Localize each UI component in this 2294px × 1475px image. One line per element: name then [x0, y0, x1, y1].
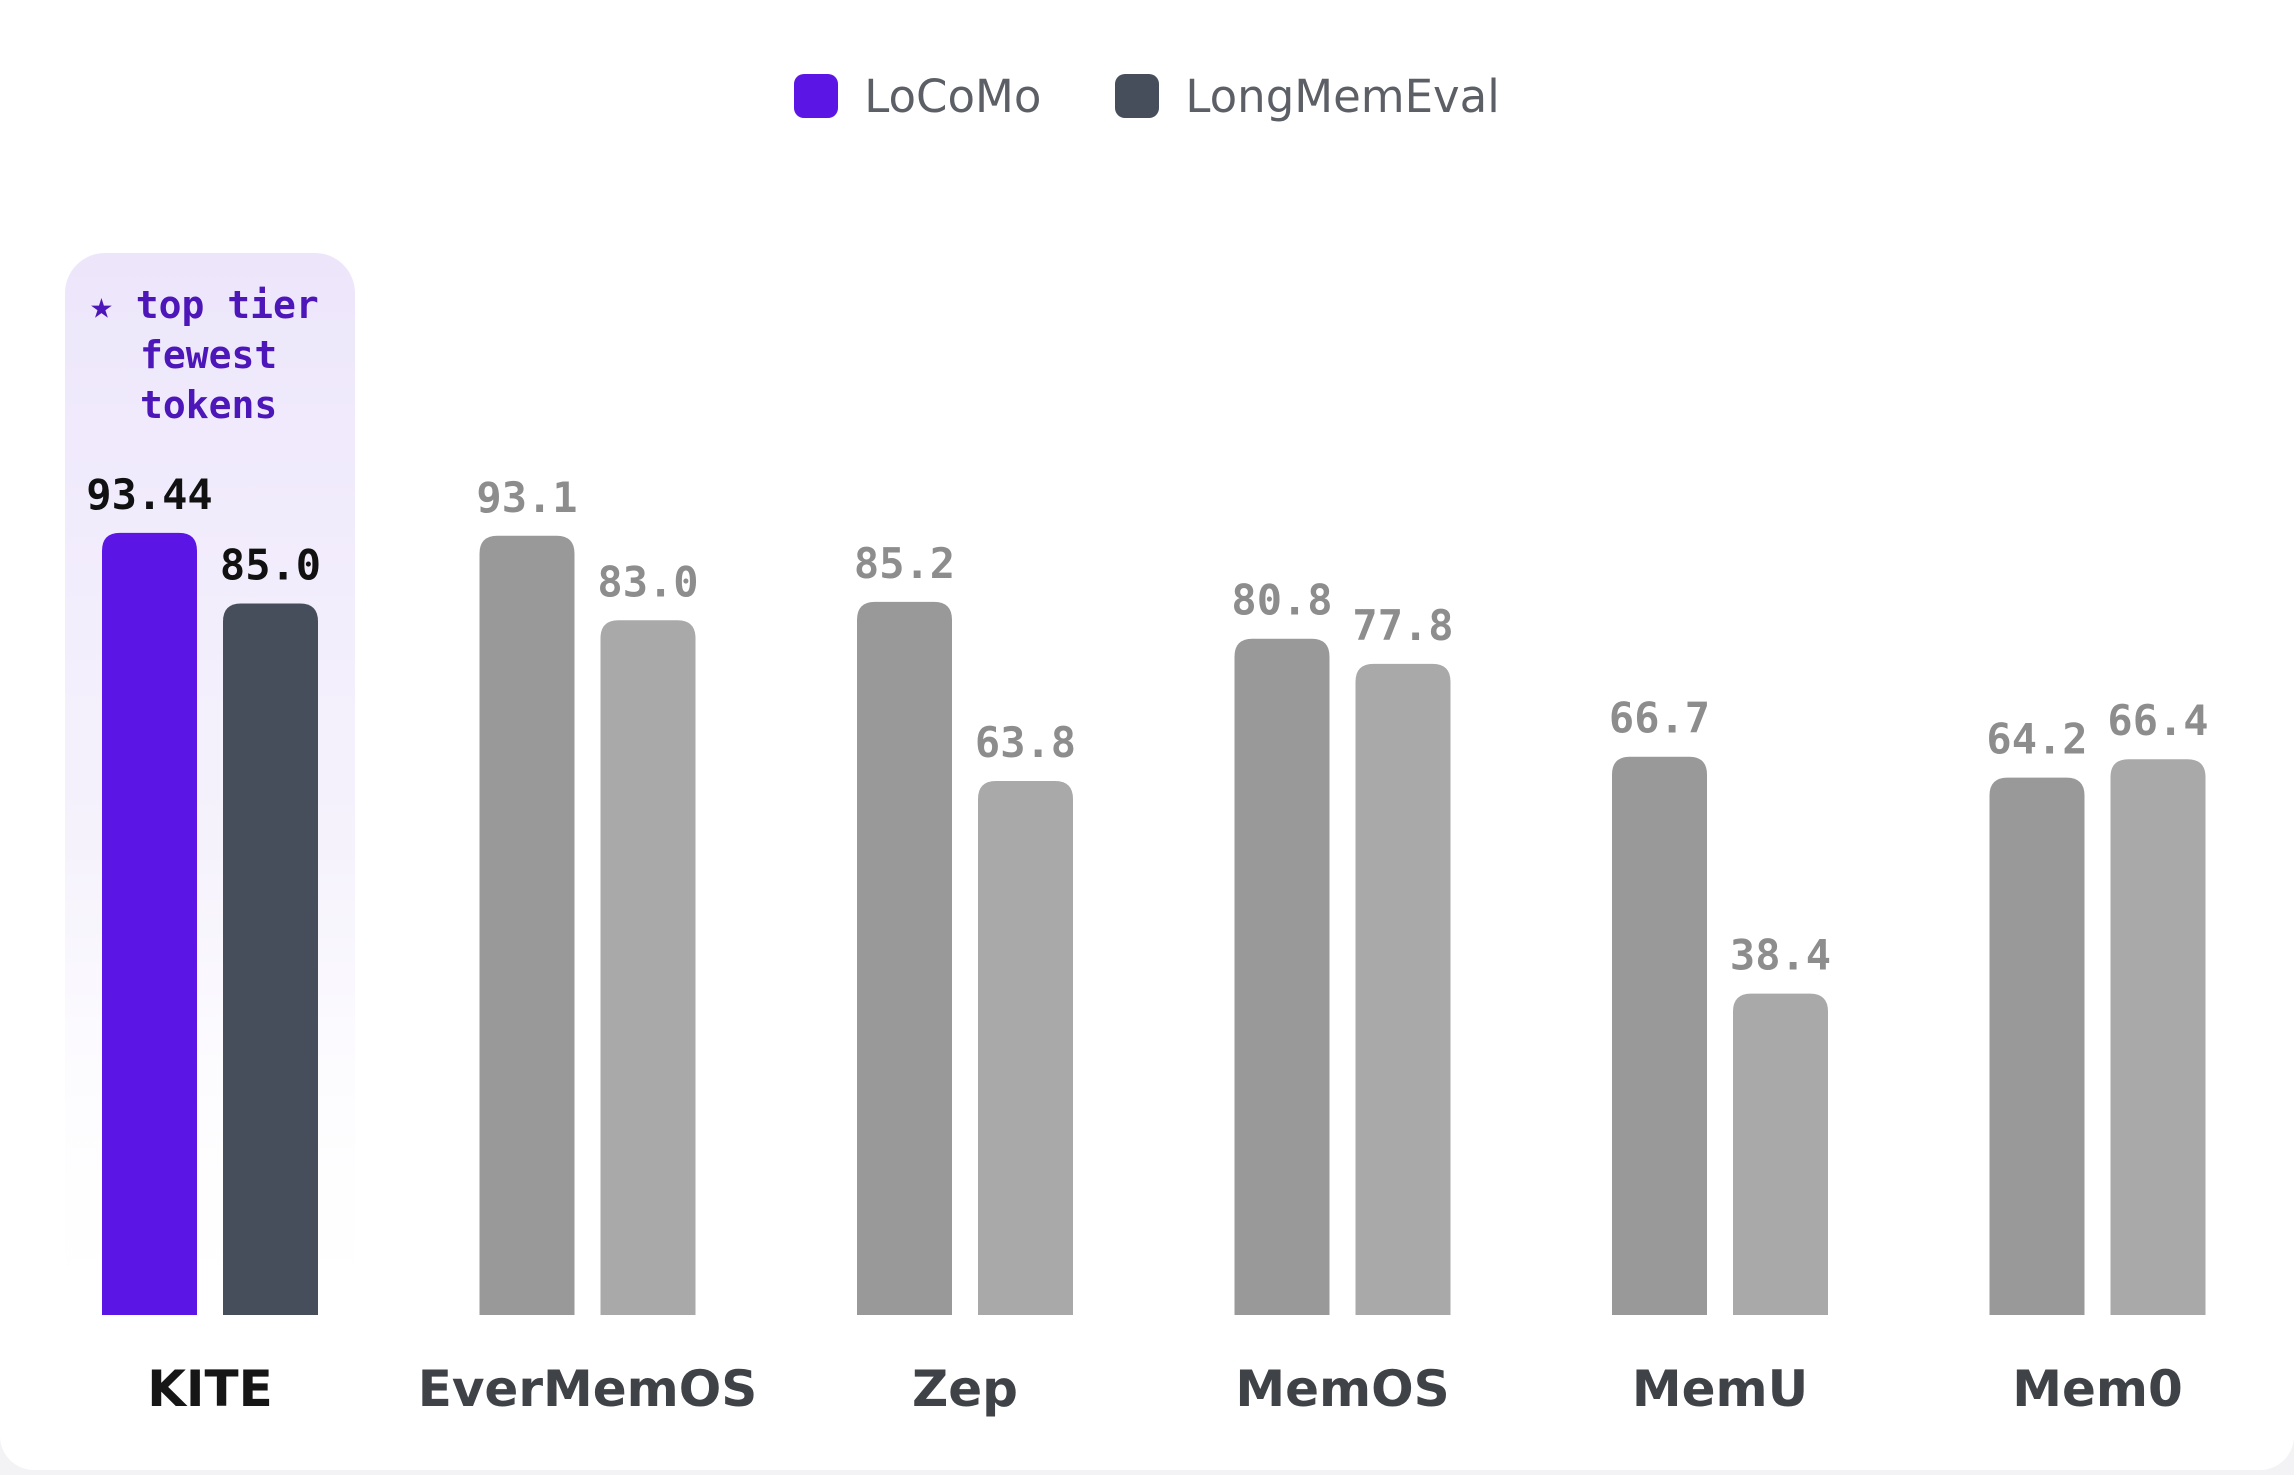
- data-label-kite-locomo: 93.44: [86, 470, 212, 519]
- data-label-mem0-longmemeval: 66.4: [2107, 696, 2208, 745]
- category-label-mem0: Mem0: [2012, 1360, 2183, 1418]
- category-label-evermemos: EverMemOS: [418, 1360, 758, 1418]
- bar-evermemos-longmemeval: [600, 620, 696, 1315]
- chart-legend: LoCoMo LongMemEval: [0, 66, 2294, 126]
- data-label-memu-longmemeval: 38.4: [1730, 931, 1831, 980]
- data-label-memu-locomo: 66.7: [1609, 694, 1710, 743]
- category-label-kite: KITE: [147, 1360, 273, 1418]
- highlight-badge-line: ★ top tier: [90, 283, 319, 327]
- data-label-zep-locomo: 85.2: [854, 539, 955, 588]
- bar-kite-locomo: [102, 532, 197, 1315]
- data-label-evermemos-locomo: 93.1: [476, 473, 577, 522]
- legend-label-locomo: LoCoMo: [864, 69, 1042, 123]
- bar-zep-longmemeval: [978, 780, 1073, 1315]
- bar-zep-locomo: [857, 601, 952, 1315]
- data-label-mem0-locomo: 64.2: [1986, 715, 2087, 764]
- highlight-badge-line: tokens: [140, 383, 277, 427]
- bar-evermemos-locomo: [479, 535, 575, 1315]
- legend-label-longmemeval: LongMemEval: [1185, 69, 1500, 123]
- data-label-evermemos-longmemeval: 83.0: [597, 557, 698, 606]
- data-label-memos-longmemeval: 77.8: [1352, 601, 1453, 650]
- bar-mem0-longmemeval: [2110, 759, 2206, 1315]
- bar-memos-longmemeval: [1355, 663, 1451, 1315]
- data-label-zep-longmemeval: 63.8: [975, 718, 1076, 767]
- data-label-memos-locomo: 80.8: [1231, 576, 1332, 625]
- bar-memu-longmemeval: [1733, 993, 1828, 1315]
- data-label-kite-longmemeval: 85.0: [220, 541, 321, 590]
- bar-memu-locomo: [1612, 756, 1707, 1315]
- bar-memos-locomo: [1234, 638, 1330, 1315]
- legend-swatch-locomo: [794, 74, 839, 118]
- bar-kite-longmemeval: [223, 603, 318, 1315]
- legend-item-longmemeval: LongMemEval: [1115, 69, 1500, 123]
- category-label-memos: MemOS: [1235, 1360, 1449, 1418]
- category-label-zep: Zep: [912, 1360, 1018, 1418]
- bar-mem0-locomo: [1989, 777, 2085, 1315]
- highlight-badge-line: fewest: [140, 333, 277, 377]
- legend-item-locomo: LoCoMo: [794, 70, 1041, 123]
- legend-swatch-longmemeval: [1115, 74, 1160, 118]
- category-label-memu: MemU: [1632, 1360, 1808, 1418]
